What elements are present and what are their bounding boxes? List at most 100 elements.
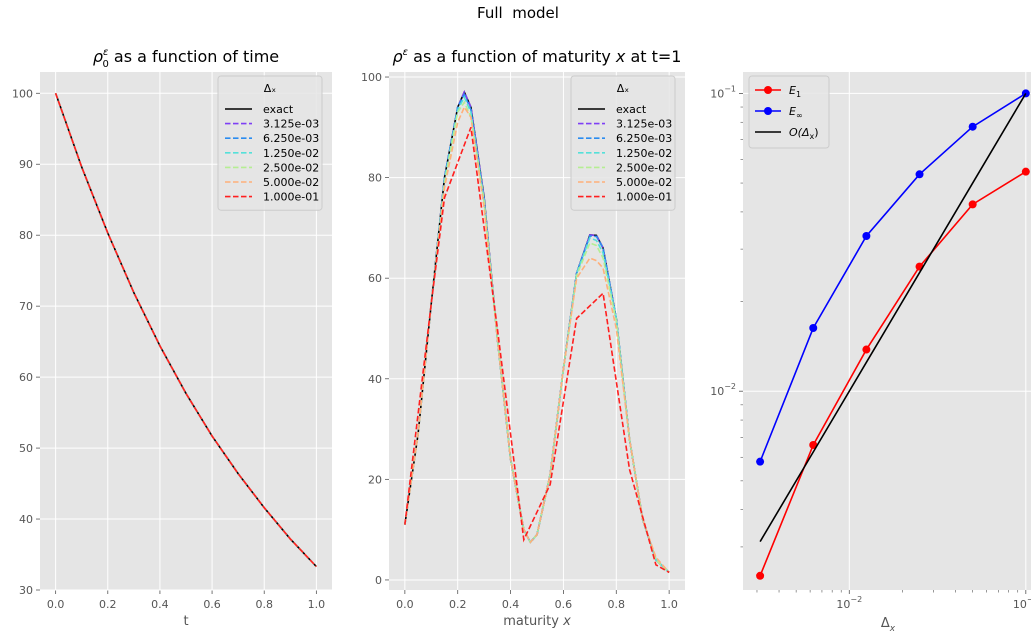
legend-label: 6.250e-03 bbox=[263, 132, 319, 145]
data-point bbox=[809, 324, 818, 333]
y-tick-label: 60 bbox=[368, 272, 382, 285]
legend-title: Δₓ bbox=[617, 82, 630, 95]
y-tick-label: 100 bbox=[361, 71, 382, 84]
x-tick-label: 0.2 bbox=[99, 598, 117, 611]
x-tick-label: 0.8 bbox=[255, 598, 273, 611]
title-symbol: ρ bbox=[393, 47, 403, 66]
x-axis-label-subscript: x bbox=[889, 624, 896, 634]
legend-label-subscript: ∞ bbox=[796, 111, 803, 120]
legend-label: E1 bbox=[789, 84, 801, 99]
y-tick-base: 10 bbox=[710, 87, 724, 100]
chart-1: 0.0 0.2 0.4 0.6 0.8 1.0 30 40 50 60 70 80 90 100 ρε 0 a… bbox=[12, 47, 332, 629]
x-tick-exponent: −1 bbox=[1027, 595, 1031, 604]
title-text: as a function of time bbox=[109, 47, 279, 66]
data-point bbox=[862, 345, 871, 354]
legend-label: 1.000e-01 bbox=[263, 191, 319, 204]
legend-label: 3.125e-03 bbox=[616, 118, 672, 131]
x-axis-label: maturity x bbox=[503, 614, 571, 629]
chart-2: 0.0 0.2 0.4 0.6 0.8 1.0 0 20 40 60 80 100 ρε as a fu… bbox=[361, 47, 685, 629]
y-tick-base: 10 bbox=[710, 385, 724, 398]
legend-label: O(Δx) bbox=[789, 126, 819, 141]
x-tick-exponent: −2 bbox=[850, 595, 862, 604]
figure-suptitle: Full model bbox=[477, 4, 559, 22]
x-tick-label: 0.6 bbox=[203, 598, 221, 611]
y-tick-label: 0 bbox=[375, 574, 382, 587]
x-tick-base: 10 bbox=[836, 598, 850, 611]
series-line-O(Δx bbox=[759, 93, 1027, 543]
title-text: as a function of maturity bbox=[408, 47, 616, 66]
y-tick-label: 70 bbox=[19, 300, 33, 313]
x-axis-label: Δx bbox=[881, 616, 896, 634]
legend-label: 2.500e-02 bbox=[263, 161, 319, 174]
series-line-5.000e-02 bbox=[404, 105, 670, 573]
data-point bbox=[756, 571, 765, 580]
legend-label: exact bbox=[616, 103, 647, 116]
series-group bbox=[404, 90, 670, 574]
x-axis-label: t bbox=[183, 614, 188, 629]
x-tick-label: 0.0 bbox=[396, 598, 414, 611]
legend-label: 5.000e-02 bbox=[616, 176, 672, 189]
legend-label: 6.250e-03 bbox=[616, 132, 672, 145]
legend-marker bbox=[764, 86, 772, 94]
title-superscript: ε bbox=[403, 47, 409, 58]
y-tick-label: 40 bbox=[19, 513, 33, 526]
x-tick-label: 0.0 bbox=[47, 598, 65, 611]
x-tick-label: 1.0 bbox=[308, 598, 326, 611]
data-point bbox=[862, 232, 871, 241]
y-tick-label: 60 bbox=[19, 371, 33, 384]
legend: Δₓ exact 3.125e-036.250e-03 1.250e-022.500e… bbox=[217, 75, 323, 211]
legend: Δₓ exact 3.125e-036.250e-03 1.250e-022.500e… bbox=[570, 75, 676, 211]
x-tick-label: 10−1 bbox=[1013, 595, 1031, 611]
y-tick-label: 50 bbox=[19, 442, 33, 455]
legend-title: Δₓ bbox=[264, 82, 277, 95]
x-axis-label-variable: x bbox=[562, 614, 571, 629]
legend-label: exact bbox=[263, 103, 294, 116]
title-subscript: 0 bbox=[102, 59, 108, 70]
data-point bbox=[915, 170, 924, 179]
y-tick-label: 100 bbox=[12, 87, 33, 100]
x-tick-label: 1.0 bbox=[660, 598, 678, 611]
legend-label-subscript: x bbox=[809, 132, 814, 141]
legend-label: 1.250e-02 bbox=[616, 147, 672, 160]
x-tick-label: 0.4 bbox=[151, 598, 169, 611]
x-tick-label: 0.6 bbox=[555, 598, 573, 611]
legend-label-symbol: E bbox=[789, 84, 796, 97]
legend-label-symbol: E bbox=[789, 105, 796, 118]
y-tick-label: 80 bbox=[368, 172, 382, 185]
legend-label-subscript: 1 bbox=[796, 90, 801, 99]
title-variable: x bbox=[615, 47, 626, 66]
y-tick-label: 40 bbox=[368, 373, 382, 386]
y-tick-exponent: −1 bbox=[724, 84, 736, 93]
y-tick-label: 90 bbox=[19, 158, 33, 171]
chart-title: ρε 0 as a function of time bbox=[93, 47, 279, 70]
legend-label: 3.125e-03 bbox=[263, 118, 319, 131]
series-line-2.500e-02 bbox=[404, 100, 670, 573]
legend-label-end: ) bbox=[814, 126, 818, 139]
legend-label: 5.000e-02 bbox=[263, 176, 319, 189]
y-tick-label: 30 bbox=[19, 584, 33, 597]
x-axis-label-symbol: Δ bbox=[881, 616, 890, 631]
data-point bbox=[1021, 89, 1030, 98]
y-tick-label: 80 bbox=[19, 229, 33, 242]
y-tick-label: 20 bbox=[368, 473, 382, 486]
legend-label: 1.250e-02 bbox=[263, 147, 319, 160]
legend-marker bbox=[764, 107, 772, 115]
data-point bbox=[756, 457, 765, 466]
x-tick-label: 0.2 bbox=[449, 598, 467, 611]
x-tick-label: 0.8 bbox=[608, 598, 626, 611]
y-tick-label: 10−2 bbox=[710, 382, 736, 398]
title-symbol: ρ bbox=[93, 47, 103, 66]
series-line-1.000e-01 bbox=[404, 127, 670, 574]
y-tick-label: 10−1 bbox=[710, 84, 736, 100]
x-tick-base: 10 bbox=[1013, 598, 1027, 611]
legend-label: 1.000e-01 bbox=[616, 191, 672, 204]
series-line-E∞ bbox=[759, 92, 1027, 462]
series-group bbox=[54, 93, 317, 568]
data-point bbox=[1021, 167, 1030, 176]
legend: E1E∞O(Δx) bbox=[748, 75, 830, 149]
x-tick-label: 10−2 bbox=[836, 595, 862, 611]
chart-title: ρε as a function of maturity x at t=1 bbox=[393, 47, 682, 66]
data-point bbox=[968, 200, 977, 209]
